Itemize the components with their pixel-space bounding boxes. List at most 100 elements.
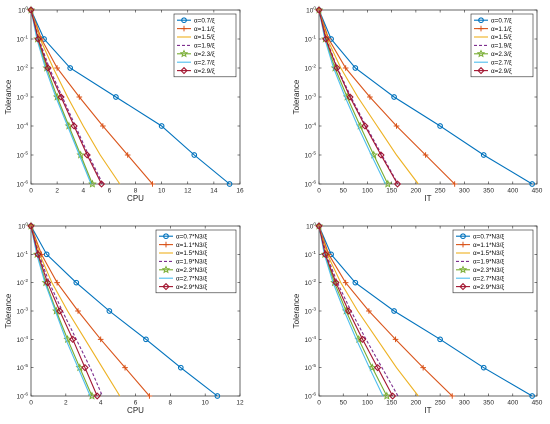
legend-marker (476, 49, 486, 58)
legend-marker (478, 25, 484, 32)
data-point (97, 180, 106, 188)
legend-entry: α=0.7*N3/ξ (176, 233, 207, 240)
y-tick-label: 10-1 (305, 35, 317, 44)
x-tick-label: 10 (158, 188, 166, 195)
legend-entry: α=0.7*N3/ξ (473, 233, 504, 240)
x-tick-label: 300 (459, 188, 470, 195)
y-tick-base: 10 (305, 309, 313, 316)
y-tick-base: 10 (17, 66, 25, 73)
y-tick-base: 10 (17, 124, 25, 131)
y-tick-label: 10-6 (305, 180, 317, 189)
data-point (437, 123, 443, 129)
legend-entry: α=2.9*N3/ξ (176, 284, 207, 291)
y-tick-base: 10 (17, 95, 25, 102)
data-point (43, 278, 52, 287)
y-tick-label: 100 (306, 222, 316, 231)
y-tick-base: 10 (18, 224, 26, 231)
y-tick-label: 10-6 (305, 392, 317, 401)
data-point (368, 363, 377, 372)
y-tick-base: 10 (305, 280, 313, 287)
data-point (449, 393, 456, 399)
series-group (26, 5, 233, 188)
data-point (44, 64, 52, 72)
y-tick-label: 10-6 (17, 180, 29, 189)
data-point (420, 364, 426, 371)
x-axis-label: IT (424, 194, 431, 203)
legend-entry: α=2.3/ξ (194, 51, 215, 58)
x-tick-label: 4 (81, 188, 85, 195)
data-point (34, 35, 42, 43)
y-tick-base: 10 (17, 182, 25, 189)
data-point (70, 122, 78, 130)
y-tick-base: 10 (17, 153, 25, 160)
data-point (113, 94, 119, 100)
y-tick-exponent: -5 (312, 151, 317, 157)
legend-entry: α=2.3*N3/ξ (473, 267, 504, 274)
data-point (391, 308, 397, 314)
legend-entry: α=1.5*N3/ξ (473, 250, 504, 257)
y-tick-base: 10 (305, 252, 313, 259)
y-tick-label: 10-5 (17, 151, 29, 160)
y-tick-exponent: -5 (312, 363, 317, 369)
legend: α=0.7*N3/ξ α=1.1*N3/ξα=1.5*N3/ξ α=1.9*N3/ξ… (452, 229, 534, 294)
x-tick-label: 400 (507, 188, 518, 195)
data-point (214, 393, 221, 399)
data-point (352, 279, 359, 286)
data-point (333, 64, 341, 72)
y-tick-exponent: -5 (24, 151, 29, 157)
legend-marker (458, 265, 468, 274)
legend-entry: α=1.9/ξ (194, 43, 215, 50)
data-point (451, 181, 458, 187)
legend-entry: α=0.7/ξ (194, 17, 215, 24)
data-point (373, 363, 382, 372)
y-tick-label: 10-3 (17, 93, 29, 102)
legend-entry: α=2.7/ξ (491, 59, 512, 66)
x-tick-label: 2 (55, 188, 59, 195)
legend-entry: α=2.9/ξ (194, 68, 215, 75)
series-line-4 (318, 9, 399, 185)
data-point (529, 393, 536, 399)
series-group (26, 221, 221, 400)
y-tick-base: 10 (17, 309, 25, 316)
y-tick-exponent: 0 (313, 222, 316, 228)
data-point (392, 336, 399, 343)
x-tick-label: 2 (64, 400, 68, 407)
legend-entry: α=0.7/ξ (491, 17, 512, 24)
y-tick-base: 10 (305, 124, 313, 131)
data-point (76, 94, 83, 100)
y-tick-base: 10 (305, 95, 313, 102)
y-tick-label: 10-5 (17, 363, 29, 372)
data-point (367, 94, 373, 100)
data-point (106, 308, 113, 314)
y-axis-label: Tolerance (4, 79, 13, 114)
y-tick-exponent: -4 (312, 335, 317, 341)
y-tick-label: 10-5 (305, 363, 317, 372)
data-point (321, 250, 329, 259)
x-tick-label: 8 (169, 400, 173, 407)
data-point (322, 35, 330, 43)
series-line-6 (318, 9, 386, 185)
x-tick-label: 4 (99, 400, 103, 407)
legend-marker (179, 49, 189, 58)
y-tick-label: 10-5 (305, 151, 317, 160)
x-tick-label: 350 (483, 188, 494, 195)
legend-marker (180, 66, 188, 75)
data-point (226, 181, 233, 187)
legend-entry: α=2.9/ξ (491, 68, 512, 75)
x-axis-label: IT (424, 406, 431, 415)
y-tick-label: 10-1 (17, 35, 29, 44)
legend-entry: α=1.9/ξ (491, 43, 512, 50)
data-point (342, 65, 349, 71)
data-point (56, 307, 64, 315)
data-point (100, 123, 106, 129)
x-tick-label: 12 (236, 400, 244, 407)
data-point (67, 65, 74, 71)
data-point (315, 222, 323, 230)
y-tick-base: 10 (17, 394, 25, 401)
y-tick-exponent: -4 (312, 122, 317, 128)
y-tick-label: 10-1 (17, 250, 29, 259)
legend-entry: α=1.1*N3/ξ (473, 242, 504, 249)
data-point (149, 181, 156, 187)
x-tick-label: 0 (29, 188, 33, 195)
y-axis-label: Tolerance (292, 293, 301, 328)
